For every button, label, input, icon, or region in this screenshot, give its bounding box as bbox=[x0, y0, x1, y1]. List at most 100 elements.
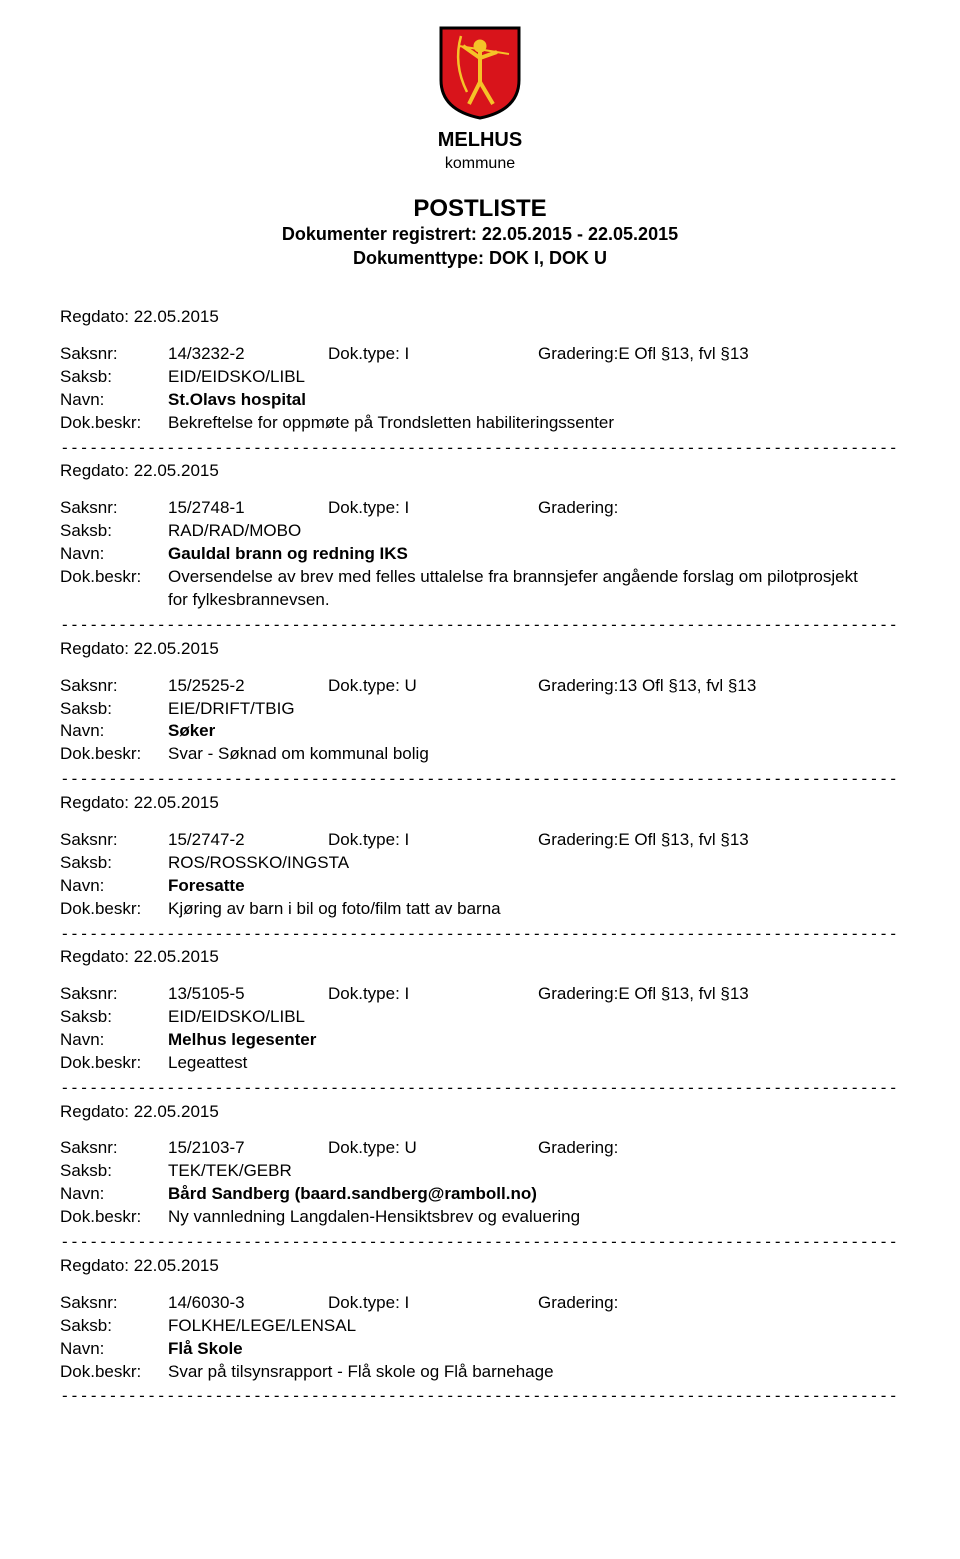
separator: ----------------------------------------… bbox=[60, 1231, 900, 1253]
saksb-value: FOLKHE/LEGE/LENSAL bbox=[168, 1315, 900, 1338]
navn-label: Navn: bbox=[60, 875, 168, 898]
saksb-row: Saksb:EID/EIDSKO/LIBL bbox=[60, 366, 900, 389]
saksb-label: Saksb: bbox=[60, 698, 168, 721]
navn-label: Navn: bbox=[60, 720, 168, 743]
beskr-row: Dok.beskr:Svar - Søknad om kommunal boli… bbox=[60, 743, 900, 766]
beskr-row: Dok.beskr:Svar på tilsynsrapport - Flå s… bbox=[60, 1361, 900, 1384]
navn-row: Navn:Melhus legesenter bbox=[60, 1029, 900, 1052]
regdato-line: Regdato: 22.05.2015 bbox=[60, 792, 900, 815]
navn-label: Navn: bbox=[60, 1183, 168, 1206]
gradering: Gradering:13 Ofl §13, fvl §13 bbox=[538, 675, 900, 698]
regdato-line: Regdato: 22.05.2015 bbox=[60, 306, 900, 329]
entry: Regdato: 22.05.2015Saksnr:13/5105-5Dok.t… bbox=[60, 946, 900, 1098]
entry: Regdato: 22.05.2015 Saksnr:14/3232-2Dok.t… bbox=[60, 306, 900, 458]
beskr-value: Legeattest bbox=[168, 1052, 868, 1075]
navn-value: Flå Skole bbox=[168, 1338, 900, 1361]
entry: Regdato: 22.05.2015 Saksnr:15/2747-2Dok.t… bbox=[60, 792, 900, 944]
entry: Regdato: 22.05.2015 Saksnr:15/2525-2Dok.t… bbox=[60, 638, 900, 790]
saksb-label: Saksb: bbox=[60, 1315, 168, 1338]
doktype: Dok.type: U bbox=[328, 1137, 538, 1160]
saksb-value: ROS/ROSSKO/INGSTA bbox=[168, 852, 900, 875]
navn-row: Navn:Bård Sandberg (baard.sandberg@rambo… bbox=[60, 1183, 900, 1206]
beskr-row: Dok.beskr:Legeattest bbox=[60, 1052, 900, 1075]
beskr-row: Dok.beskr:Oversendelse av brev med felle… bbox=[60, 566, 900, 612]
regdato-line: Regdato: 22.05.2015 bbox=[60, 638, 900, 661]
separator: ----------------------------------------… bbox=[60, 768, 900, 790]
separator: ----------------------------------------… bbox=[60, 923, 900, 945]
saksnr-label: Saksnr: bbox=[60, 1137, 168, 1160]
separator: ----------------------------------------… bbox=[60, 1077, 900, 1099]
saksb-value: TEK/TEK/GEBR bbox=[168, 1160, 900, 1183]
navn-label: Navn: bbox=[60, 389, 168, 412]
regdato-line: Regdato: 22.05.2015 bbox=[60, 1255, 900, 1278]
doktype: Dok.type: U bbox=[328, 675, 538, 698]
beskr-value: Oversendelse av brev med felles uttalels… bbox=[168, 566, 868, 612]
saksb-row: Saksb:EID/EIDSKO/LIBL bbox=[60, 1006, 900, 1029]
gradering: Gradering: bbox=[538, 1137, 900, 1160]
saksb-label: Saksb: bbox=[60, 1006, 168, 1029]
saksnr-label: Saksnr: bbox=[60, 983, 168, 1006]
beskr-label: Dok.beskr: bbox=[60, 743, 168, 766]
navn-value: Gauldal brann og redning IKS bbox=[168, 543, 900, 566]
saksnr-value: 15/2747-2 bbox=[168, 829, 328, 852]
separator: ----------------------------------------… bbox=[60, 614, 900, 636]
saksnr-value: 15/2103-7 bbox=[168, 1137, 328, 1160]
navn-label: Navn: bbox=[60, 543, 168, 566]
saksb-label: Saksb: bbox=[60, 520, 168, 543]
saksb-row: Saksb:RAD/RAD/MOBO bbox=[60, 520, 900, 543]
navn-value: Foresatte bbox=[168, 875, 900, 898]
regdato-line: Regdato: 22.05.2015 bbox=[60, 1101, 900, 1124]
beskr-value: Bekreftelse for oppmøte på Trondsletten … bbox=[168, 412, 868, 435]
saksb-value: EID/EIDSKO/LIBL bbox=[168, 366, 900, 389]
entry: Regdato: 22.05.2015Saksnr:15/2748-1Dok.t… bbox=[60, 460, 900, 635]
saksnr-row: Saksnr:14/3232-2Dok.type: IGradering:E O… bbox=[60, 343, 900, 366]
navn-row: Navn:Foresatte bbox=[60, 875, 900, 898]
saksnr-value: 13/5105-5 bbox=[168, 983, 328, 1006]
entry: Regdato: 22.05.2015 Saksnr:15/2103-7Dok.t… bbox=[60, 1101, 900, 1253]
entries-list: Regdato: 22.05.2015Saksnr:14/3232-2Dok.t… bbox=[60, 306, 900, 1407]
beskr-value: Svar - Søknad om kommunal bolig bbox=[168, 743, 868, 766]
saksb-label: Saksb: bbox=[60, 366, 168, 389]
saksnr-row: Saksnr:15/2525-2Dok.type: UGradering:13 … bbox=[60, 675, 900, 698]
saksb-row: Saksb:EIE/DRIFT/TBIG bbox=[60, 698, 900, 721]
logo-sub: kommune bbox=[60, 155, 900, 173]
saksnr-label: Saksnr: bbox=[60, 497, 168, 520]
navn-row: Navn:Gauldal brann og redning IKS bbox=[60, 543, 900, 566]
beskr-value: Ny vannledning Langdalen-Hensiktsbrev og… bbox=[168, 1206, 868, 1229]
beskr-row: Dok.beskr:Kjøring av barn i bil og foto/… bbox=[60, 898, 900, 921]
page: MELHUS kommune POSTLISTE Dokumenter regi… bbox=[0, 0, 960, 1469]
gradering: Gradering:E Ofl §13, fvl §13 bbox=[538, 829, 900, 852]
page-title: POSTLISTE bbox=[60, 195, 900, 224]
saksnr-row: Saksnr:15/2747-2Dok.type: IGradering:E O… bbox=[60, 829, 900, 852]
beskr-value: Svar på tilsynsrapport - Flå skole og Fl… bbox=[168, 1361, 868, 1384]
navn-value: Søker bbox=[168, 720, 900, 743]
beskr-label: Dok.beskr: bbox=[60, 412, 168, 435]
saksnr-value: 14/3232-2 bbox=[168, 343, 328, 366]
saksb-row: Saksb:FOLKHE/LEGE/LENSAL bbox=[60, 1315, 900, 1338]
gradering: Gradering:E Ofl §13, fvl §13 bbox=[538, 983, 900, 1006]
saksb-row: Saksb:TEK/TEK/GEBR bbox=[60, 1160, 900, 1183]
doktype: Dok.type: I bbox=[328, 343, 538, 366]
saksnr-value: 15/2525-2 bbox=[168, 675, 328, 698]
saksnr-value: 15/2748-1 bbox=[168, 497, 328, 520]
navn-value: St.Olavs hospital bbox=[168, 389, 900, 412]
navn-value: Bård Sandberg (baard.sandberg@ramboll.no… bbox=[168, 1183, 900, 1206]
gradering: Gradering: bbox=[538, 497, 900, 520]
doktype: Dok.type: I bbox=[328, 1292, 538, 1315]
header-line-2: Dokumenttype: DOK I, DOK U bbox=[60, 247, 900, 270]
navn-row: Navn:St.Olavs hospital bbox=[60, 389, 900, 412]
saksb-label: Saksb: bbox=[60, 1160, 168, 1183]
saksnr-row: Saksnr:14/6030-3Dok.type: IGradering: bbox=[60, 1292, 900, 1315]
logo-name: MELHUS bbox=[60, 129, 900, 151]
saksnr-value: 14/6030-3 bbox=[168, 1292, 328, 1315]
saksb-label: Saksb: bbox=[60, 852, 168, 875]
saksnr-row: Saksnr:13/5105-5Dok.type: IGradering:E O… bbox=[60, 983, 900, 1006]
entry: Regdato: 22.05.2015 Saksnr:14/6030-3Dok.t… bbox=[60, 1255, 900, 1407]
beskr-row: Dok.beskr:Ny vannledning Langdalen-Hensi… bbox=[60, 1206, 900, 1229]
header-block: POSTLISTE Dokumenter registrert: 22.05.2… bbox=[60, 195, 900, 271]
navn-row: Navn:Flå Skole bbox=[60, 1338, 900, 1361]
doktype: Dok.type: I bbox=[328, 983, 538, 1006]
saksnr-label: Saksnr: bbox=[60, 1292, 168, 1315]
logo-block: MELHUS kommune bbox=[60, 24, 900, 173]
saksnr-row: Saksnr:15/2748-1Dok.type: IGradering: bbox=[60, 497, 900, 520]
